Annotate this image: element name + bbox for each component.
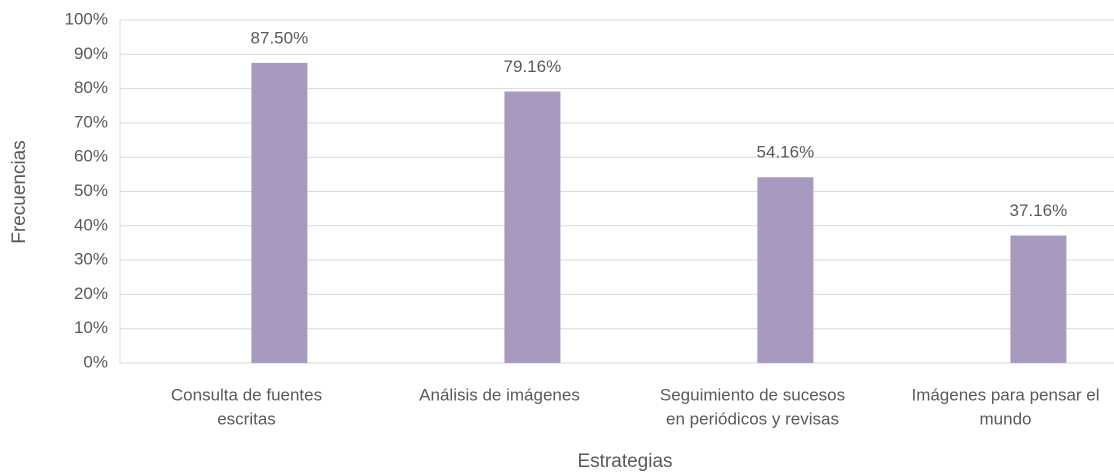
y-tick-label: 50% bbox=[74, 181, 108, 200]
y-tick-label: 90% bbox=[74, 44, 108, 63]
y-axis-label: Frecuencias bbox=[9, 140, 30, 244]
y-tick-label: 0% bbox=[83, 352, 108, 371]
data-label: 54.16% bbox=[757, 143, 815, 162]
y-tick-label: 30% bbox=[74, 250, 108, 269]
y-tick-label: 70% bbox=[74, 112, 108, 131]
data-label: 79.16% bbox=[504, 57, 562, 76]
x-tick-label: escritas bbox=[217, 409, 276, 428]
x-tick-label: Seguimiento de sucesos bbox=[660, 385, 845, 404]
y-tick-label: 100% bbox=[65, 9, 108, 28]
x-tick-label: Análisis de imágenes bbox=[419, 385, 580, 404]
x-axis-label: Estrategias bbox=[577, 451, 672, 472]
x-tick-label: mundo bbox=[980, 409, 1032, 428]
y-tick-label: 10% bbox=[74, 318, 108, 337]
data-label: 87.50% bbox=[251, 28, 309, 47]
y-tick-label: 60% bbox=[74, 147, 108, 166]
bar bbox=[1010, 235, 1067, 363]
bar bbox=[251, 62, 308, 363]
data-label: 37.16% bbox=[1010, 201, 1068, 220]
y-tick-label: 40% bbox=[74, 215, 108, 234]
bar bbox=[504, 91, 561, 363]
x-tick-label: Consulta de fuentes bbox=[171, 385, 322, 404]
y-tick-label: 80% bbox=[74, 78, 108, 97]
x-tick-label: en periódicos y revisas bbox=[666, 409, 839, 428]
bar bbox=[757, 177, 814, 363]
x-tick-label: Imágenes para pensar el bbox=[911, 385, 1099, 404]
y-tick-label: 20% bbox=[74, 284, 108, 303]
